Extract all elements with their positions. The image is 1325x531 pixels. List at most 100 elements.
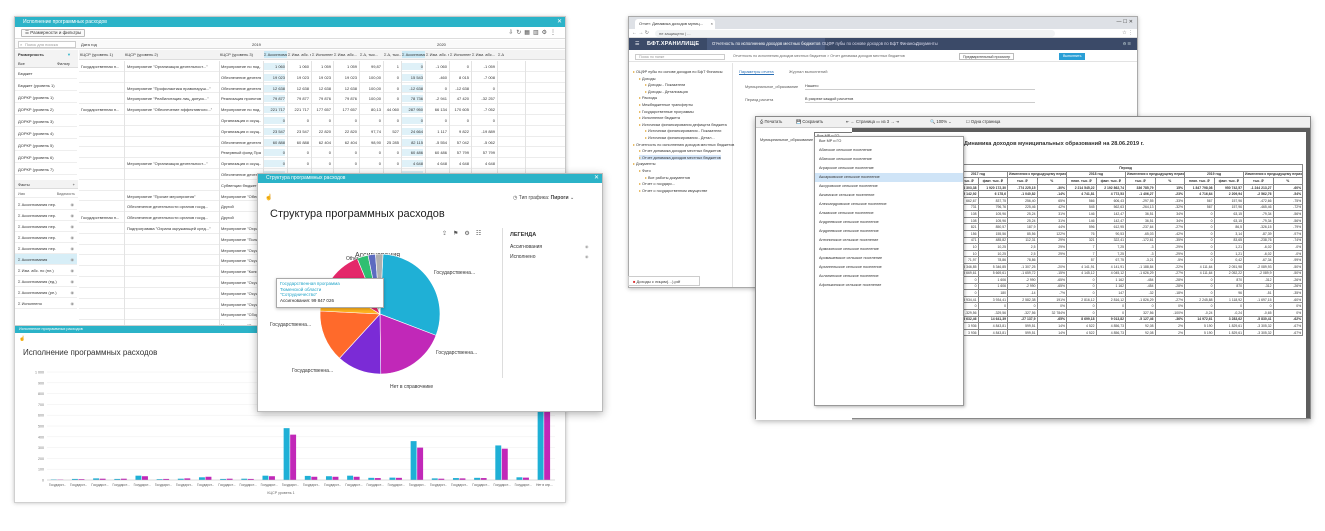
bar[interactable] xyxy=(241,478,248,480)
param-municipality-input[interactable]: Нашего xyxy=(805,83,1035,90)
bar[interactable] xyxy=(198,477,205,480)
star-icon[interactable]: ☆ ⋮ xyxy=(1122,30,1133,36)
close-icon[interactable]: × xyxy=(710,21,713,26)
dimension-item[interactable]: Бюджет (уровень 1) xyxy=(15,81,77,91)
print-button[interactable]: ⎙ Печатать xyxy=(760,119,783,124)
dimensions-filters-button[interactable]: ☰ Размерности и фильтры xyxy=(21,29,86,37)
nav-arrows-icon[interactable]: ← → ↻ xyxy=(632,30,649,36)
dropdown-option[interactable]: Аграрское сельское поселение xyxy=(819,166,874,170)
eye-icon[interactable]: ◉ xyxy=(70,213,75,218)
tree-item[interactable]: ▸ Исполнение бюджета xyxy=(639,116,680,121)
dropdown-option[interactable]: Акчимское сельское поселение xyxy=(819,193,875,197)
bar[interactable] xyxy=(184,478,191,480)
dimension-item[interactable]: ДОРКР (уровень 4) xyxy=(15,129,77,139)
bar[interactable] xyxy=(247,478,254,480)
fact-item[interactable]: Σ Изм. абс. по (пл.) ◉ xyxy=(15,265,77,276)
dropdown-option[interactable]: Андреевское сельское поселение xyxy=(819,229,879,233)
eye-icon[interactable]: ◉ xyxy=(585,254,589,259)
column-header[interactable]: Σ Δ, тыс... xyxy=(360,52,379,57)
bar[interactable] xyxy=(544,404,551,480)
menu-icon[interactable]: ☰ xyxy=(635,41,640,47)
dropdown-option[interactable]: Александровское сельское поселение xyxy=(819,202,887,206)
browser-tab[interactable]: Отчет: Динамика доходов муниц... × xyxy=(635,19,715,29)
tree-item[interactable]: ▸ Доходы - Детализация xyxy=(645,89,688,94)
grid-icon[interactable]: ▦ xyxy=(524,30,533,36)
search-input[interactable]: ⌕ Поиск для поиска xyxy=(18,41,76,48)
column-header[interactable]: КЦСР (уровень 2) xyxy=(125,52,158,57)
bar[interactable] xyxy=(177,478,184,480)
column-header[interactable]: Σ Ассигнования xyxy=(264,51,287,58)
bar[interactable] xyxy=(431,478,438,480)
column-header[interactable]: Σ Исполнено xyxy=(312,52,333,57)
app-tab-documents[interactable]: Документы xyxy=(916,41,938,46)
download-item[interactable]: ■ Доходы с лицом(…).pdf xyxy=(628,276,700,286)
chart-type-selector[interactable]: ◷ Тип графика: Пироги ⌄ xyxy=(513,195,575,201)
dropdown-option[interactable]: Абатское сельское поселение xyxy=(819,157,872,161)
bar[interactable] xyxy=(290,434,297,480)
dropdown-option[interactable]: Аксуровское сельское поселение xyxy=(819,184,878,188)
dimension-item[interactable]: ДОРКР (уровень 2) xyxy=(15,105,77,115)
more-icon[interactable]: ⋮ xyxy=(550,30,559,36)
dropdown-option[interactable]: Аромашевское сельское поселение xyxy=(819,256,883,260)
bar[interactable] xyxy=(142,476,148,480)
eye-icon[interactable]: ◉ xyxy=(585,244,589,249)
bar[interactable] xyxy=(501,448,508,480)
bar[interactable] xyxy=(220,478,227,480)
eye-icon[interactable]: ◉ xyxy=(70,246,75,251)
dropdown-option[interactable]: Армизонское сельское поселение xyxy=(819,247,879,251)
bar[interactable] xyxy=(311,476,318,480)
close-icon[interactable]: ✕ xyxy=(556,19,562,25)
bar[interactable] xyxy=(368,477,375,480)
table-row[interactable]: Государственная п... Мероприятие "Обеспеч… xyxy=(79,104,565,115)
app-tab-olap[interactable]: ОЦФР пубы по основе доходов по БфТ Финан… xyxy=(822,41,918,46)
bar[interactable] xyxy=(523,477,529,480)
bar[interactable] xyxy=(347,475,354,480)
tab-exec-log[interactable]: Журнал выполнений xyxy=(789,69,828,74)
address-input[interactable]: не защищено | ... xyxy=(655,30,1055,37)
fact-item[interactable]: Σ Ассигнования пер. ◉ xyxy=(15,232,77,243)
bar[interactable] xyxy=(114,478,121,480)
dimension-item[interactable]: ДОРКР (уровень 7) xyxy=(15,165,77,175)
export-icon[interactable]: ⇪ xyxy=(442,231,454,237)
legend-item-executed[interactable]: Исполнено xyxy=(510,254,536,260)
bar[interactable] xyxy=(537,393,544,480)
flag-icon[interactable]: ⚑ xyxy=(453,231,465,237)
eye-icon[interactable]: ◉ xyxy=(70,257,75,262)
fact-item[interactable]: Σ Исполнено ◉ xyxy=(15,298,77,309)
table-row[interactable]: Организация и осущ... 0 0 0 0 0 0 0 0 0 0 xyxy=(79,115,565,126)
bar[interactable] xyxy=(374,478,381,480)
bar[interactable] xyxy=(417,447,424,480)
tree-item[interactable]: ▸ Источники финансирования - Показатели xyxy=(645,129,722,134)
eye-icon[interactable]: ◉ xyxy=(70,202,75,207)
tree-item[interactable]: ▸ Источники финансирования - Детал... xyxy=(645,136,715,140)
column-header[interactable]: Σ Δ, тыс... xyxy=(384,52,401,57)
bar[interactable] xyxy=(474,477,481,480)
bar[interactable] xyxy=(389,477,396,480)
bar[interactable] xyxy=(283,428,290,480)
dropdown-option[interactable]: Афонькинское сельское поселение xyxy=(819,283,882,287)
single-page-toggle[interactable]: ☐ Одна страница xyxy=(966,119,1001,124)
column-header[interactable]: Σ Изм. абс... xyxy=(334,52,358,57)
bar[interactable] xyxy=(325,476,332,480)
bar[interactable] xyxy=(410,441,417,480)
bar[interactable] xyxy=(269,476,275,480)
dropdown-option[interactable]: Андреевское сельское поселение xyxy=(819,220,879,224)
tree-item[interactable]: ▸ Государственные программы xyxy=(639,109,694,114)
dropdown-option[interactable]: Все МР и ГО xyxy=(819,139,842,143)
tree-item[interactable]: ▸ Расходы xyxy=(639,96,658,101)
zoom-select[interactable]: 🔍 100% ⌄ xyxy=(930,119,952,124)
bar[interactable] xyxy=(93,478,100,480)
list-icon[interactable]: ☷ xyxy=(475,231,488,237)
fact-item[interactable]: Σ Ассигнования пер. ◉ xyxy=(15,210,77,221)
pie-slice[interactable] xyxy=(379,254,441,336)
bar[interactable] xyxy=(78,479,85,480)
eye-icon[interactable]: ◉ xyxy=(70,268,75,273)
filter-icon[interactable]: ▼ xyxy=(67,52,71,57)
dropdown-option[interactable]: Архангельское сельское поселение xyxy=(819,265,882,269)
app-tab-reporting[interactable]: Отчетность по исполнению доходов местных… xyxy=(707,38,826,50)
bar[interactable] xyxy=(495,445,502,480)
window-controls[interactable]: — ☐ ✕ xyxy=(1116,19,1133,25)
